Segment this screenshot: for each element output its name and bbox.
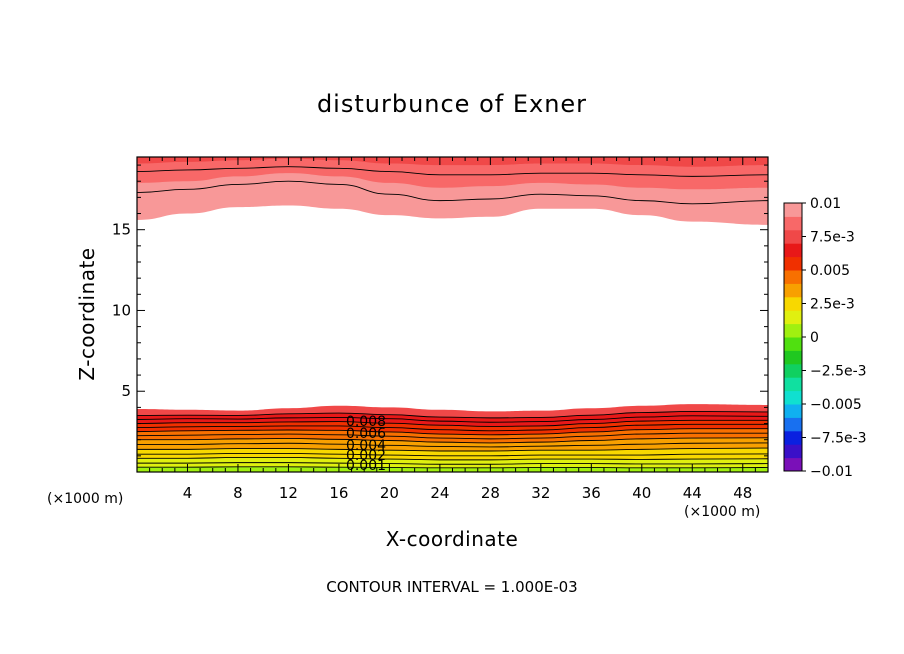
colorbar-label: −2.5e-3 [810, 364, 867, 380]
x-tick-label: 44 [683, 484, 702, 502]
upper-fill-layer [137, 157, 768, 190]
contour-line [136, 457, 769, 461]
x-tick-label: 32 [531, 484, 550, 502]
colorbar-label: 0.005 [810, 263, 850, 279]
colorbar-segment [784, 350, 802, 365]
y-tick-label: 15 [112, 221, 131, 239]
contour-line [136, 437, 769, 444]
contour-interval-footer: CONTOUR INTERVAL = 1.000E-03 [326, 578, 577, 596]
contour-line [137, 452, 769, 457]
colorbar-segment [784, 417, 802, 432]
colorbar-segment [784, 270, 802, 284]
colorbar-label: −0.01 [810, 464, 853, 480]
contour-label: 0.004 [346, 438, 386, 454]
x-axis-title: X-coordinate [386, 527, 519, 551]
x-tick-label: 48 [733, 484, 752, 502]
x-tick-label: 40 [632, 484, 651, 502]
contour-label: 0.006 [346, 426, 386, 442]
colorbar-segment [784, 310, 802, 325]
x-tick-label: 28 [481, 484, 500, 502]
contour-line [136, 419, 768, 427]
upper-fill-layer [137, 157, 768, 167]
y-tick-label: 10 [112, 301, 131, 319]
contour-label: 0.008 [346, 414, 386, 430]
colorbar-segment [784, 337, 802, 351]
y-axis-ticks: 5 10 15 [112, 164, 768, 457]
contour-line [136, 428, 768, 436]
contour-line [136, 166, 769, 177]
colorbar-segment [784, 296, 802, 311]
colorbar-segment [784, 203, 802, 217]
x-tick-label: 36 [582, 484, 601, 502]
colorbar-segment [784, 457, 802, 472]
colorbar-segment [784, 256, 802, 271]
colorbar-segment [784, 323, 802, 338]
contour-line [136, 447, 769, 452]
colorbar-label: 2.5e-3 [810, 297, 855, 313]
x-tick-label: 20 [380, 484, 399, 502]
contour-line [136, 432, 768, 440]
y-axis-title: Z-coordinate [75, 247, 99, 380]
contour-line [136, 415, 769, 423]
colorbar-segment [784, 229, 802, 244]
colorbar-segment [784, 377, 802, 392]
contour-line [136, 180, 769, 205]
x-tick-label: 12 [279, 484, 298, 502]
colorbar-label: 7.5e-3 [810, 230, 855, 246]
x-axis-ticks: 4 8 12 16 20 24 28 32 36 40 44 48 [149, 157, 756, 502]
x-tick-label: 4 [183, 484, 193, 502]
x-tick-label: 24 [430, 484, 449, 502]
colorbar-label: 0.01 [810, 196, 841, 212]
colorbar-segment [784, 390, 802, 405]
x-tick-label: 8 [233, 484, 243, 502]
y-tick-label: 5 [121, 382, 131, 400]
contour-line [136, 410, 769, 419]
contour-line [136, 423, 768, 432]
colorbar-segment [784, 283, 802, 298]
colorbar-segment [784, 243, 802, 258]
colorbar-label: −0.005 [810, 397, 862, 413]
colorbar-segment [784, 404, 802, 418]
colorbar-segment [784, 216, 802, 231]
colorbar: 0.01 7.5e-3 0.005 2.5e-3 0 −2.5e-3 −0.005 −7.5e… [783, 196, 867, 480]
colorbar-label: 0 [810, 330, 819, 346]
contour-lines [136, 166, 769, 469]
colorbar-segment [784, 430, 802, 445]
chart-title: disturbunce of Exner [317, 90, 587, 118]
x-unit-label-right: (×1000 m) [684, 504, 760, 520]
contour-label: 0.002 [346, 448, 386, 464]
x-unit-label-left: (×1000 m) [47, 491, 123, 507]
colorbar-segment [784, 363, 802, 378]
x-tick-label: 16 [329, 484, 348, 502]
colorbar-label: −7.5e-3 [810, 431, 867, 447]
contour-label: 0.001 [346, 458, 386, 474]
colorbar-segment [784, 444, 802, 459]
contour-line [137, 442, 769, 448]
